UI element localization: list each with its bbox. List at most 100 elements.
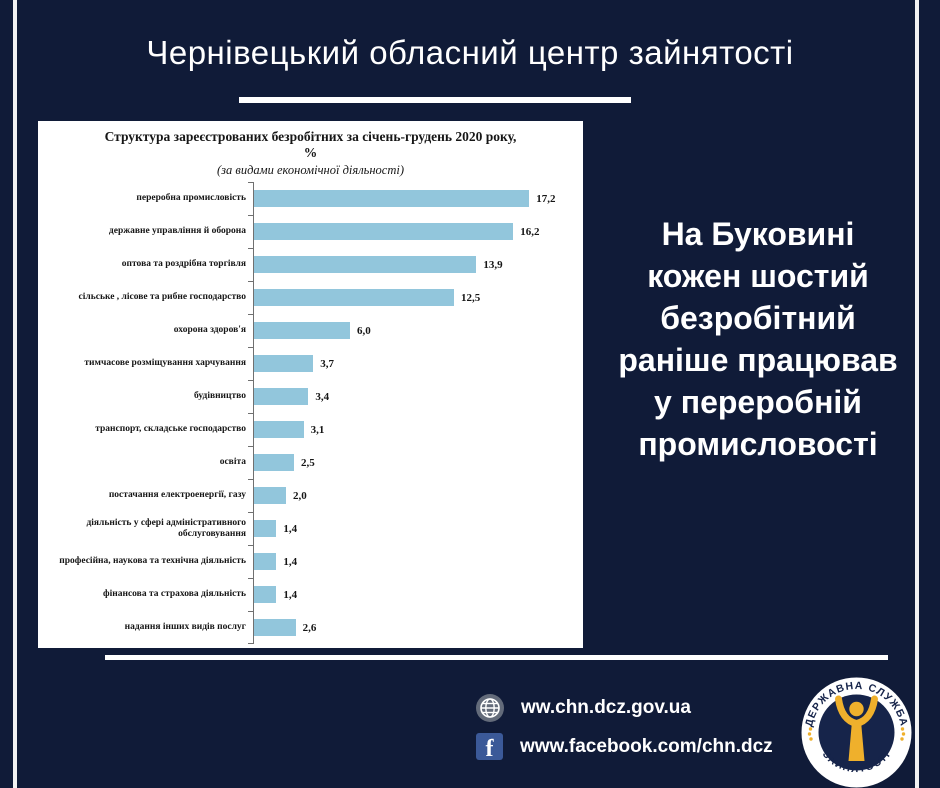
chart-bar-row: діяльність у сфері адміністративного обс… [38, 511, 573, 545]
chart-title-line1: Структура зареєстрованих безробітних за … [104, 129, 517, 144]
facebook-f-glyph: f [485, 736, 494, 760]
bar-value-label: 1,4 [283, 522, 298, 535]
headline-line: безробітний [660, 300, 856, 336]
category-label: діяльність у сфері адміністративного обс… [86, 518, 246, 539]
title-underline [239, 97, 631, 103]
right-frame-line [915, 0, 919, 788]
bar-value-label: 2,6 [302, 621, 317, 634]
axis-tick [248, 511, 254, 513]
bar-value-label: 1,4 [283, 555, 298, 568]
bar-zone: 6,0 [248, 313, 573, 347]
bar-zone: 16,2 [248, 214, 573, 248]
bar-value-label: 13,9 [483, 258, 503, 271]
logo-person-figure [835, 695, 878, 761]
bar [254, 388, 309, 405]
logo-wheat-marks [807, 727, 906, 741]
category-label: фінансова та страхова діяльність [103, 589, 246, 600]
headline-line: промисловості [638, 426, 878, 462]
category-label: переробна промисловість [136, 193, 246, 204]
headline-line: На Буковині [661, 216, 855, 252]
bar-zone: 2,0 [248, 478, 573, 512]
bar-value-label: 3,7 [320, 357, 334, 370]
footer-divider [105, 655, 888, 660]
website-link: ww.chn.dcz.gov.ua [521, 697, 691, 718]
axis-tick [248, 445, 254, 447]
axis-tick [248, 412, 254, 414]
category-label: будівництво [193, 391, 246, 402]
bar-value-label: 17,2 [536, 192, 556, 205]
chart-bar-row: надання інших видів послуг 2,6 [38, 610, 573, 644]
chart-bar-row: сільське , лісове та рибне господарство 1… [38, 280, 573, 314]
employment-service-logo: ДЕРЖАВНА СЛУЖБА ЗАЙНЯТОСТІ [801, 677, 912, 788]
bar-zone: 2,5 [248, 445, 573, 479]
bar-value-label: 16,2 [520, 225, 540, 238]
chart-bar-row: освіта 2,5 [38, 445, 573, 479]
bar [254, 586, 277, 603]
chart-bar-row: постачання електроенергії, газу 2,0 [38, 478, 573, 512]
facebook-icon: f [476, 733, 503, 760]
axis-tick [248, 610, 254, 612]
chart-bar-row: переробна промисловість 17,2 [38, 181, 573, 215]
chart-bar-row: транспорт, складське господарство 3,1 [38, 412, 573, 446]
bar [254, 487, 286, 504]
bar-value-label: 3,4 [315, 390, 330, 403]
chart-bar-row: будівництво 3,4 [38, 379, 573, 413]
bar-zone: 1,4 [248, 544, 573, 578]
axis-tick [248, 181, 254, 183]
bar [254, 421, 304, 438]
bar-zone: 12,5 [248, 280, 573, 314]
axis-tick [248, 544, 254, 546]
bar-zone: 3,7 [248, 346, 573, 380]
bar [254, 619, 296, 636]
bar-chart: переробна промисловість 17,2 державне упра… [38, 181, 573, 644]
category-label: сільське , лісове та рибне господарство [78, 292, 246, 303]
category-label: державне управління й оборона [108, 226, 246, 237]
bar-value-label: 3,1 [310, 423, 325, 436]
axis-tick [248, 478, 254, 480]
category-label: професійна, наукова та технічна діяльніс… [59, 556, 246, 567]
axis-tick [248, 280, 254, 282]
left-frame-line [13, 0, 17, 788]
chart-bar-row: тимчасове розміщування харчування 3,7 [38, 346, 573, 380]
category-label: постачання електроенергії, газу [108, 490, 246, 501]
axis-tick [248, 379, 254, 381]
bar [254, 355, 314, 372]
bar [254, 256, 477, 273]
axis-tick [248, 643, 254, 644]
bar [254, 520, 277, 537]
bar-zone: 3,4 [248, 379, 573, 413]
bar-value-label: 1,4 [283, 588, 298, 601]
chart-bar-row: професійна, наукова та технічна діяльніс… [38, 544, 573, 578]
chart-bar-row: державне управління й оборона 16,2 [38, 214, 573, 248]
website-row: ww.chn.dcz.gov.ua [476, 694, 691, 722]
headline-line: у переробній [654, 384, 862, 420]
category-label: транспорт, складське господарство [95, 424, 246, 435]
chart-bar-row: фінансова та страхова діяльність 1,4 [38, 577, 573, 611]
bar-zone: 13,9 [248, 247, 573, 281]
bar-value-label: 6,0 [357, 324, 371, 337]
bar [254, 289, 454, 306]
axis-tick [248, 577, 254, 579]
bar [254, 553, 277, 570]
headline-line: раніше працював [618, 342, 898, 378]
chart-title-line2: % [303, 145, 318, 160]
bar [254, 454, 294, 471]
bar-value-label: 2,5 [301, 456, 315, 469]
facebook-row: f www.facebook.com/chn.dcz [476, 733, 773, 760]
headline-text: На Буковині кожен шостий безробітний ран… [598, 213, 918, 465]
category-label: надання інших видів послуг [124, 622, 246, 633]
axis-tick [248, 247, 254, 249]
bar [254, 322, 350, 339]
bar-zone: 2,6 [248, 610, 573, 644]
bar [254, 223, 514, 240]
bar-value-label: 12,5 [461, 291, 481, 304]
bar-zone: 17,2 [248, 181, 573, 215]
headline-line: кожен шостий [647, 258, 869, 294]
globe-icon [476, 694, 504, 722]
chart-subtitle: (за видами економічної діяльності) [216, 163, 405, 177]
axis-tick [248, 313, 254, 315]
bar-zone: 1,4 [248, 511, 573, 545]
page-title: Чернівецький обласний центр зайнятості [146, 34, 794, 71]
facebook-link: www.facebook.com/chn.dcz [520, 735, 773, 757]
category-label: тимчасове розміщування харчування [84, 358, 246, 369]
